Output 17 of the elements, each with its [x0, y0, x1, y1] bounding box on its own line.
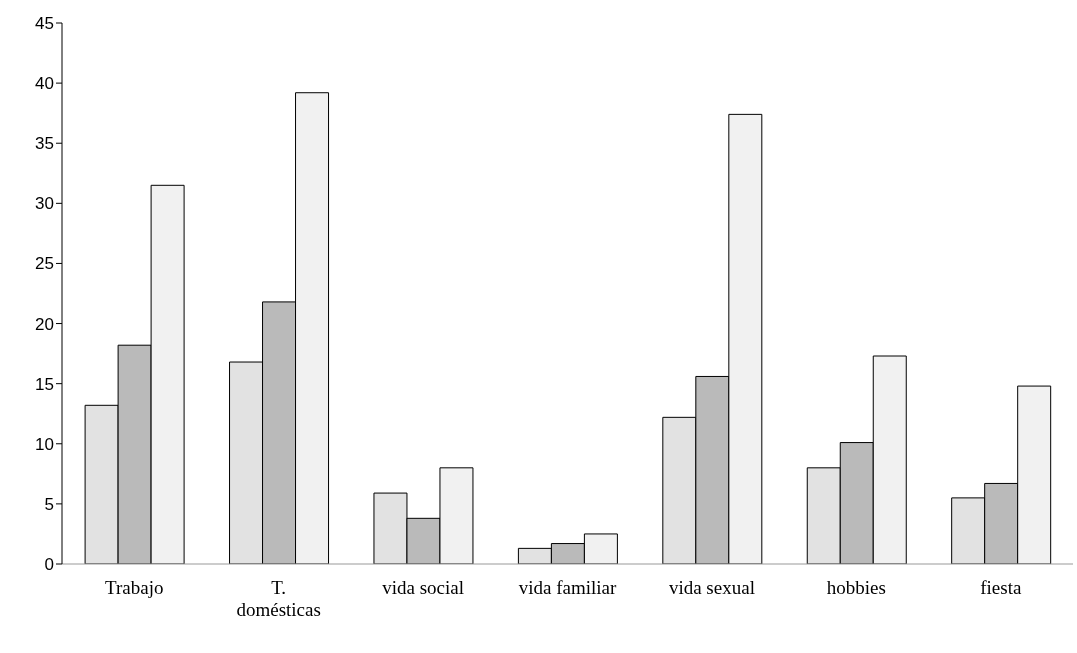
y-tick-label: 15 [35, 374, 54, 394]
y-tick-label: 25 [35, 254, 54, 274]
x-tick-label: fiesta [980, 577, 1022, 598]
x-tick-label: T. domésticas [236, 577, 321, 620]
y-tick-label: 40 [35, 74, 54, 94]
y-tick-label: 10 [35, 434, 54, 454]
x-tick-label: vida sexual [668, 577, 755, 598]
y-tick-label: 0 [44, 555, 54, 575]
y-tick-label: 20 [35, 314, 54, 334]
x-tick-label: Trabajo [105, 577, 164, 598]
x-tick-label: hobbies [826, 577, 886, 598]
x-tick-label: vida familiar [518, 577, 617, 598]
x-tick-label: vida social [382, 577, 464, 598]
y-tick-label: 5 [44, 494, 54, 514]
y-tick-label: 35 [35, 134, 54, 154]
y-tick-label: 45 [35, 14, 54, 34]
y-tick-label: 30 [35, 194, 54, 214]
